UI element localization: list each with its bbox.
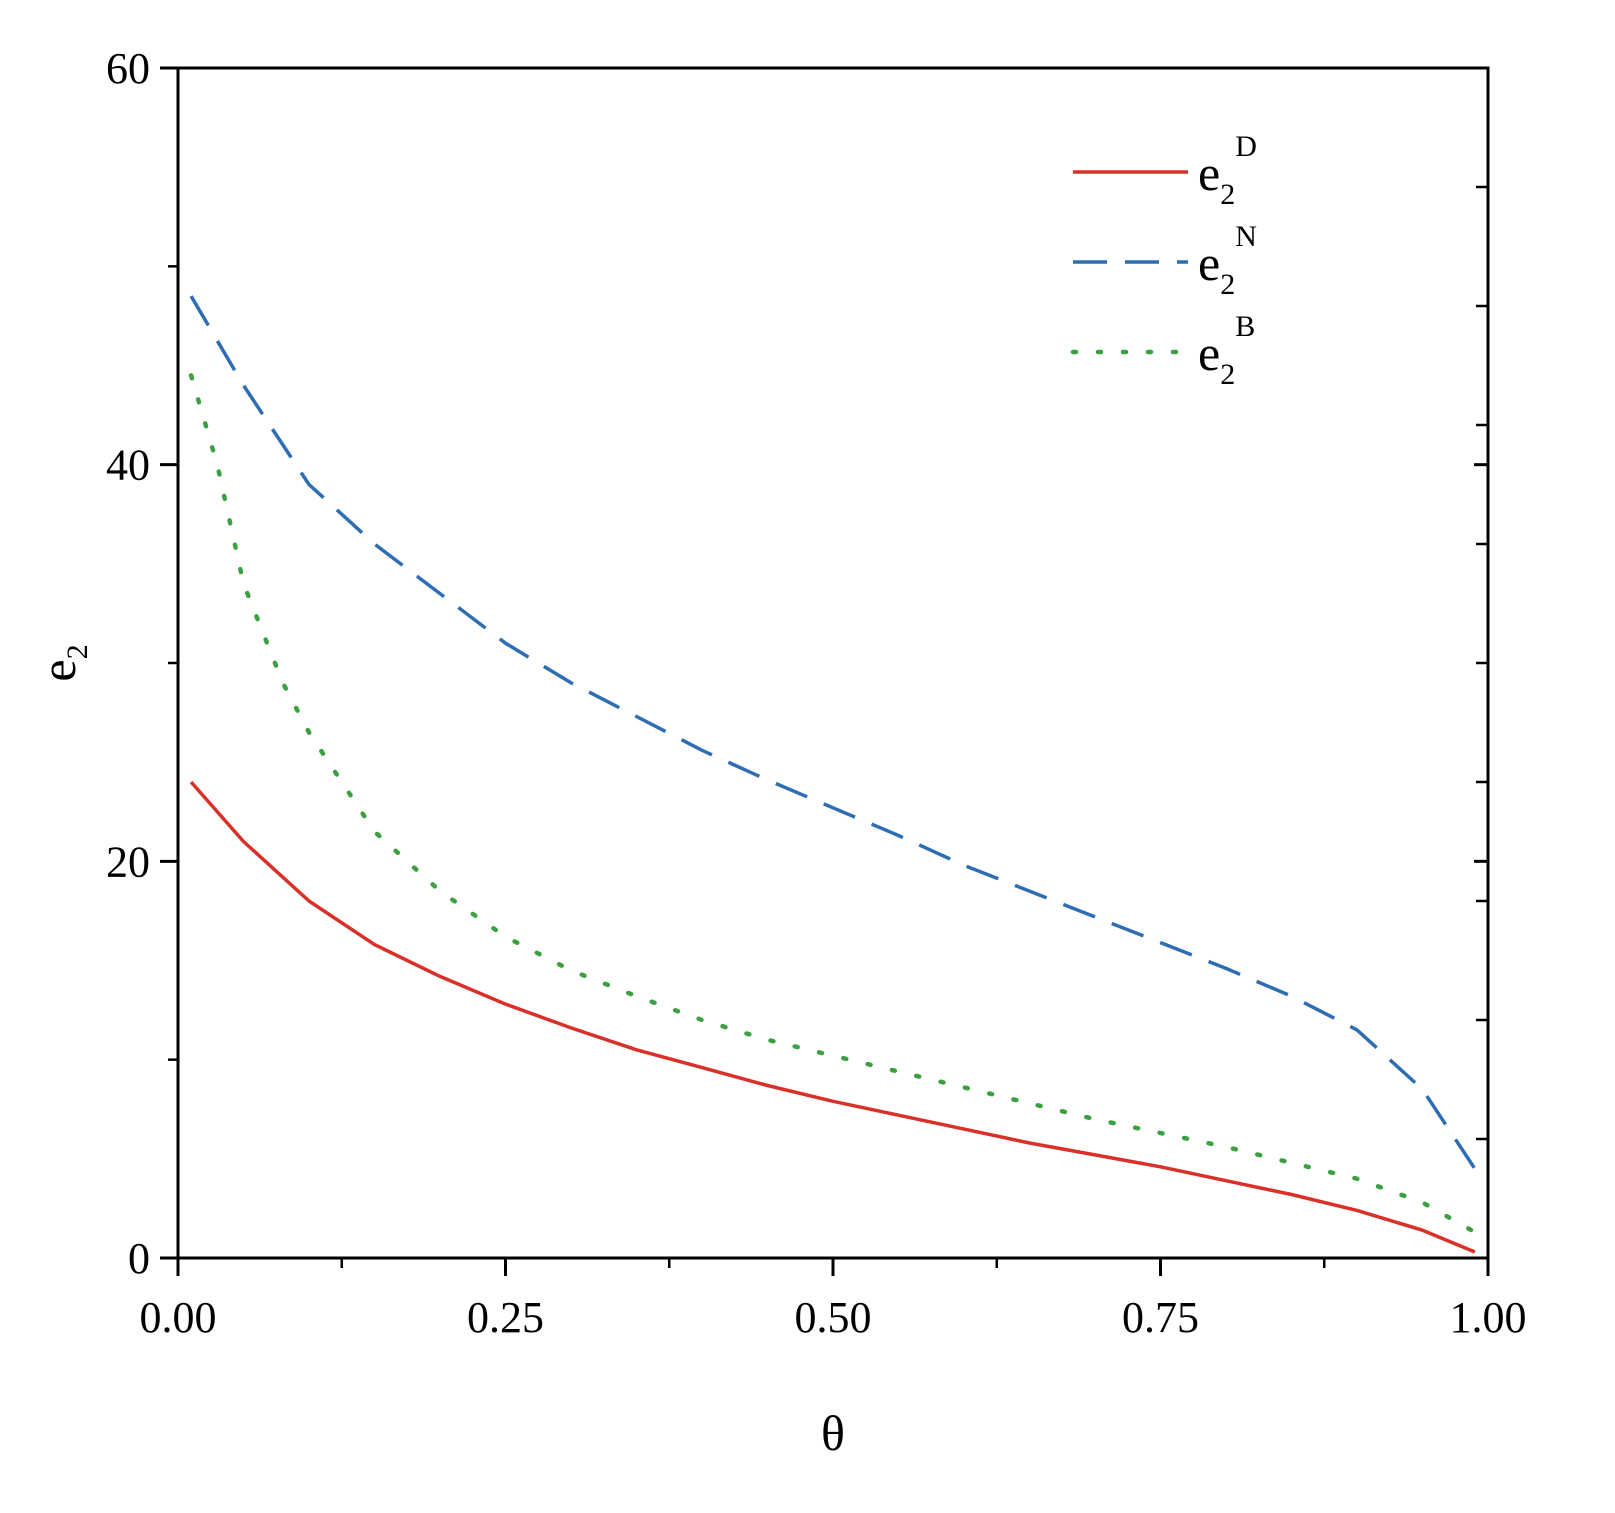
axis-ticks: 0.00 0.25 0.50 0.75 1.00 0 20 40 60: [106, 44, 1527, 1342]
legend-label-e2N: e2N: [1198, 220, 1257, 301]
plot-frame: [176, 66, 1490, 1260]
legend-label-e2N-sup: N: [1235, 220, 1257, 253]
legend-item-e2D: e2D: [1073, 130, 1257, 211]
x-axis-label: θ: [821, 1405, 845, 1461]
series-line-e2N: [189, 295, 1477, 1170]
legend-label-e2D-base: e: [1198, 145, 1220, 201]
y-axis-label: e2: [30, 644, 94, 681]
y-tick-label: 20: [106, 837, 150, 886]
x-tick-label: 1.00: [1450, 1293, 1527, 1342]
legend: e2D e2N e2B: [1070, 130, 1257, 391]
legend-label-e2B: e2B: [1198, 310, 1255, 391]
x-tick-label: 0.00: [140, 1293, 217, 1342]
x-tick-label: 0.25: [467, 1293, 544, 1342]
x-tick-label: 0.75: [1122, 1293, 1199, 1342]
legend-item-e2B: e2B: [1070, 310, 1255, 391]
legend-label-e2N-sub: 2: [1220, 268, 1235, 301]
legend-label-e2N-base: e: [1198, 235, 1220, 291]
y-tick-label: 40: [106, 441, 150, 490]
legend-item-e2N: e2N: [1073, 220, 1257, 301]
y-axis-label-sub: 2: [61, 644, 94, 659]
legend-label-e2B-sub: 2: [1220, 358, 1235, 391]
y-tick-label: 0: [128, 1234, 150, 1283]
legend-label-e2D-sup: D: [1235, 130, 1257, 163]
x-axis-title: θ: [821, 1405, 845, 1461]
y-axis-title: e2: [30, 644, 94, 681]
series-line-e2B: [188, 373, 1478, 1235]
y-axis-label-base: e: [30, 659, 86, 681]
legend-label-e2D: e2D: [1198, 130, 1257, 211]
series-line-e2D: [189, 780, 1476, 1254]
x-tick-label: 0.50: [795, 1293, 872, 1342]
legend-label-e2D-sub: 2: [1220, 178, 1235, 211]
series-lines: [188, 295, 1478, 1254]
plot-border: [176, 66, 1490, 1260]
legend-label-e2B-sup: B: [1235, 310, 1255, 343]
legend-label-e2B-base: e: [1198, 325, 1220, 381]
y-tick-label: 60: [106, 44, 150, 93]
